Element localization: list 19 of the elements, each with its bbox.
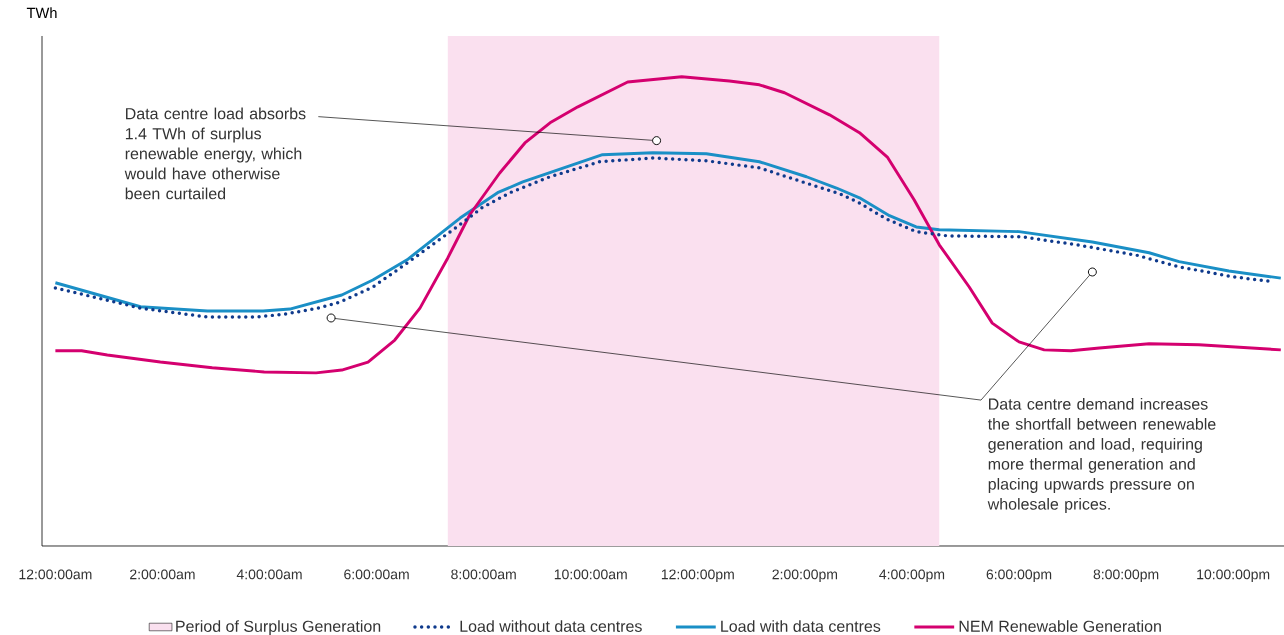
x-tick-label: 10:00:00pm bbox=[1197, 569, 1270, 583]
x-tick-label: 12:00:00pm bbox=[661, 569, 734, 583]
x-tick-label: 2:00:00pm bbox=[772, 569, 838, 583]
x-tick-label: 4:00:00pm bbox=[879, 569, 945, 583]
annotation: Data centre load absorbs 1.4 TWh of surplus renewable energy, which would have otherwise been curtailed bbox=[124, 107, 306, 200]
annotation: Data centre demand increases the shortfall between renewable generation and load, requiring more thermal generation and placing upwards pressure on wholesale prices. bbox=[987, 398, 1216, 513]
legend-label: Load without data centres bbox=[460, 620, 642, 632]
x-tick-label: 12:00:00am bbox=[19, 569, 92, 580]
legend-label: NEM Renewable Generation bbox=[959, 620, 1161, 632]
x-tick-label: 4:00:00am bbox=[236, 569, 302, 580]
y-axis-title: TWh bbox=[26, 7, 57, 18]
x-tick-label: 6:00:00am bbox=[344, 569, 409, 580]
x-tick-label: 6:00:00pm bbox=[986, 569, 1052, 583]
x-tick-label: 8:00:00am bbox=[451, 569, 516, 580]
x-tick-label: 10:00:00am bbox=[554, 569, 627, 580]
x-tick-label: 8:00:00pm bbox=[1093, 569, 1159, 583]
legend-label: Period of Surplus Generation bbox=[176, 620, 381, 635]
x-tick-label: 2:00:00am bbox=[130, 569, 195, 580]
legend-label: Load with data centres bbox=[721, 620, 881, 632]
